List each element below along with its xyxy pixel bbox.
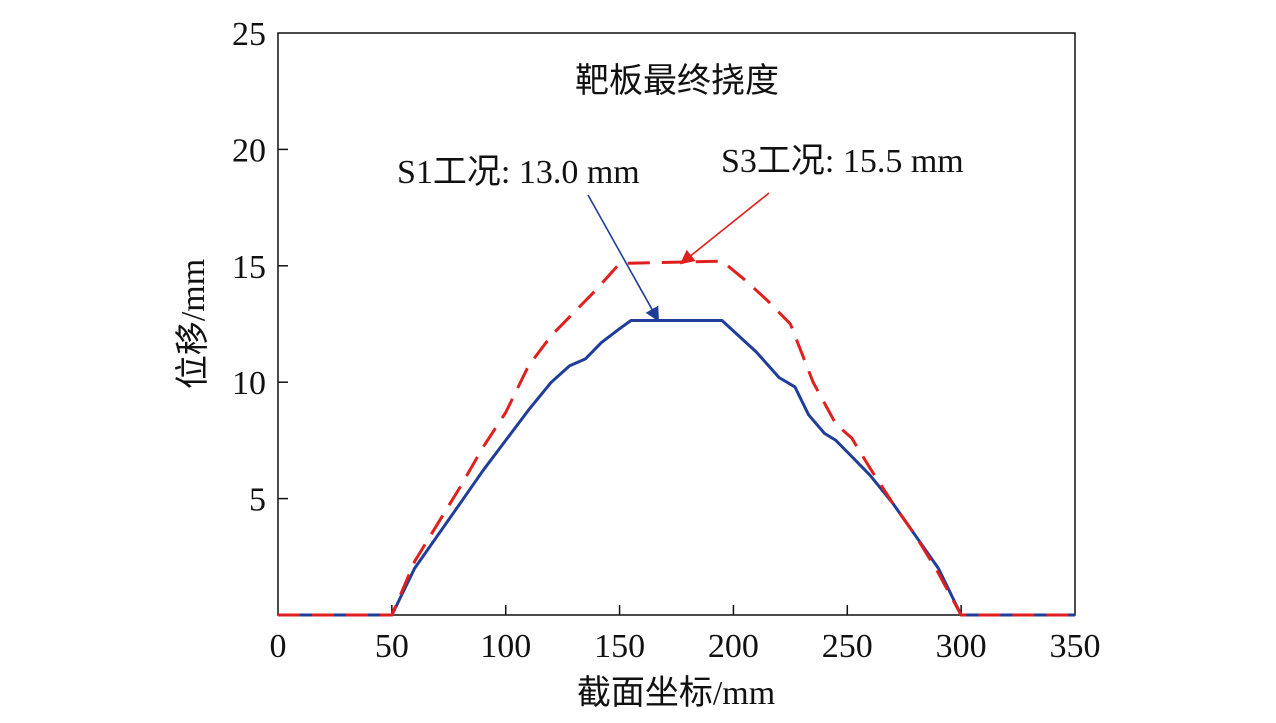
y-tick-label: 5: [249, 482, 266, 519]
annotation-arrow-1: [587, 194, 659, 322]
annotations: S1工况: 13.0 mm S3工况: 15.5 mm: [397, 143, 964, 322]
series-group: [278, 259, 1075, 617]
y-axis-label: 位移/mm: [174, 259, 212, 389]
y-tick-label: 20: [232, 132, 266, 169]
x-tick-label: 0: [270, 628, 287, 665]
x-tick-label: 50: [375, 628, 409, 665]
annotation-label-1: S1工况: 13.0 mm: [397, 154, 640, 191]
x-axis-ticks: 0 50 100 150 200 250 300 350: [270, 605, 1101, 665]
annotation-arrow-2: [679, 192, 770, 265]
series-line-2: [278, 259, 1075, 617]
x-tick-label: 200: [708, 628, 759, 665]
x-tick-label: 300: [936, 628, 987, 665]
x-tick-label: 150: [594, 628, 645, 665]
y-tick-label: 25: [232, 16, 266, 53]
x-tick-label: 350: [1050, 628, 1101, 665]
y-tick-label: 15: [232, 249, 266, 286]
annotation-label-2: S3工况: 15.5 mm: [721, 143, 964, 180]
plot-frame: [277, 32, 1076, 616]
series-line-1: [278, 319, 1075, 617]
x-tick-label: 100: [480, 628, 531, 665]
y-tick-label: 10: [232, 365, 266, 402]
y-axis-ticks: 5 10 15 20 25: [232, 16, 288, 519]
x-tick-label: 250: [822, 628, 873, 665]
x-axis-label: 截面坐标/mm: [577, 674, 775, 712]
chart-title: 靶板最终挠度: [575, 62, 779, 100]
